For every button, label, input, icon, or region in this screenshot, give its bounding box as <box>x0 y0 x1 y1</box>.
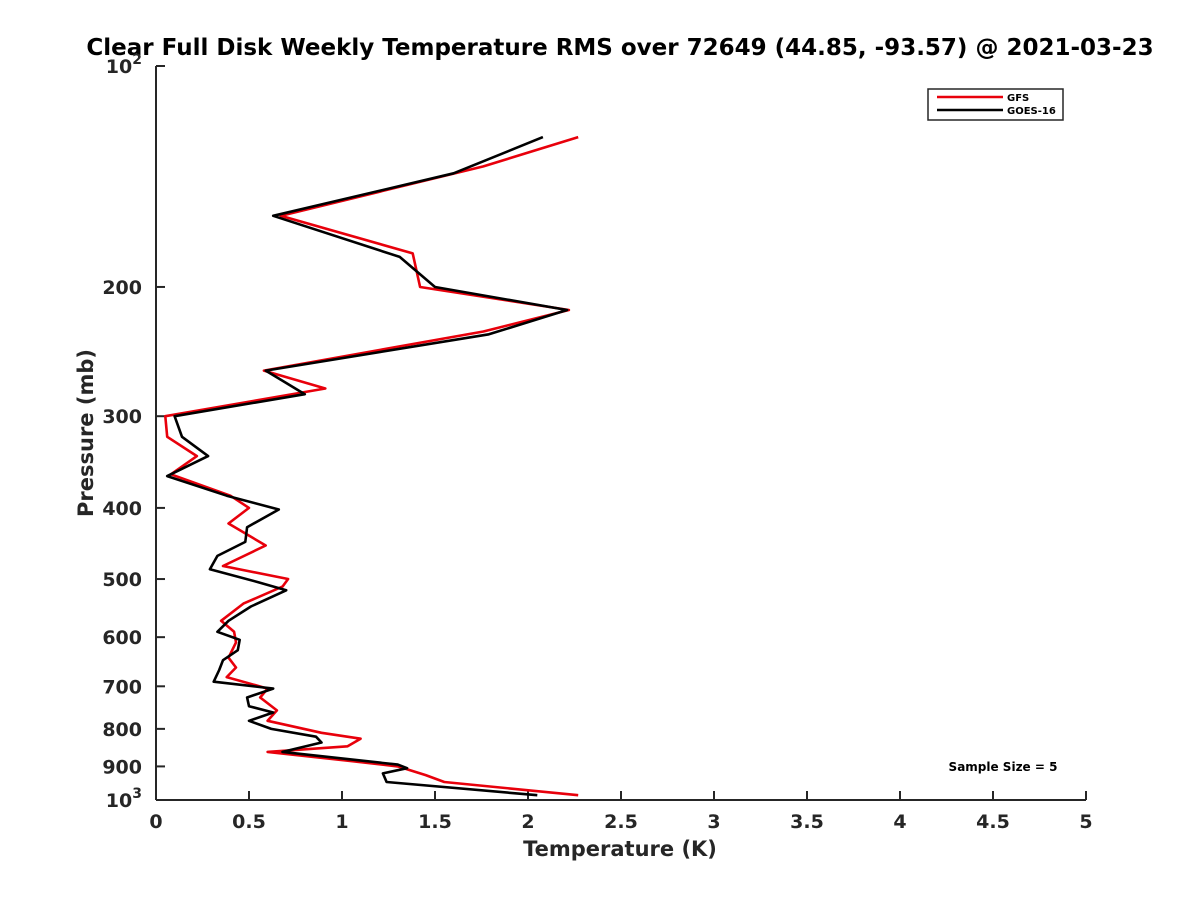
y-ticks: 102 200 300 400 500 600 700 800 900 103 <box>102 52 165 812</box>
y-tick-label: 800 <box>102 719 142 741</box>
legend-box <box>927 88 1064 121</box>
y-axis-label: Pressure (mb) <box>74 349 98 517</box>
x-tick-label: 2.5 <box>604 811 638 833</box>
y-tick-label: 900 <box>102 756 142 778</box>
series-line-goes16 <box>165 135 569 797</box>
chart-title: Clear Full Disk Weekly Temperature RMS o… <box>86 35 1153 61</box>
x-tick-label: 0.5 <box>232 811 266 833</box>
x-tick-label: 5 <box>1079 811 1092 833</box>
x-axis-label: Temperature (K) <box>523 837 717 861</box>
x-ticks: 0 0.5 1 1.5 2 2.5 3 3.5 4 4.5 5 <box>149 791 1093 833</box>
series-lines <box>164 135 579 797</box>
y-tick-label: 300 <box>102 406 142 428</box>
x-tick-label: 4.5 <box>976 811 1010 833</box>
x-tick-label: 3 <box>707 811 720 833</box>
y-tick-label: 200 <box>102 277 142 299</box>
x-tick-label: 1 <box>335 811 348 833</box>
x-tick-label: 3.5 <box>790 811 824 833</box>
y-tick-label: 600 <box>102 627 142 649</box>
y-tick-label: 103 <box>106 786 142 812</box>
legend: GFS GOES-16 <box>927 88 1064 121</box>
legend-label-gfs: GFS <box>1007 93 1029 104</box>
y-tick-label: 400 <box>102 498 142 520</box>
y-tick-label: 700 <box>102 676 142 698</box>
x-tick-label: 4 <box>893 811 906 833</box>
y-tick-label: 102 <box>106 52 142 78</box>
y-tick-label: 500 <box>102 569 142 591</box>
x-tick-label: 1.5 <box>418 811 452 833</box>
series-line-gfs <box>164 135 579 797</box>
sample-size-annotation: Sample Size = 5 <box>949 760 1058 774</box>
x-tick-label: 0 <box>149 811 162 833</box>
x-tick-label: 2 <box>521 811 534 833</box>
legend-label-goes16: GOES-16 <box>1007 106 1056 117</box>
